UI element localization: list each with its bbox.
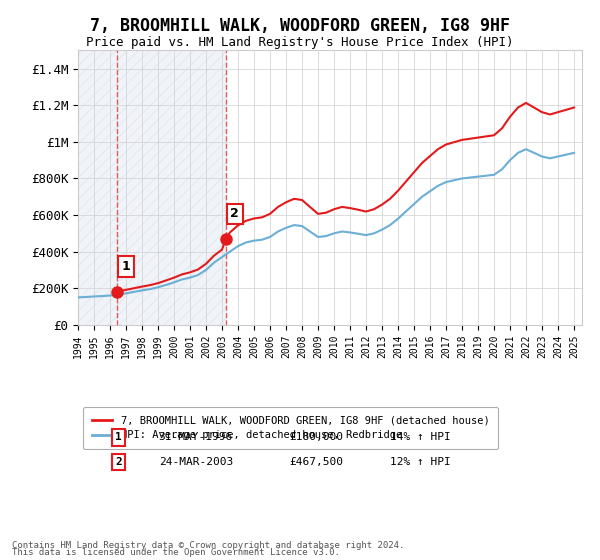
Text: 2: 2: [115, 457, 122, 467]
Text: Contains HM Land Registry data © Crown copyright and database right 2024.: Contains HM Land Registry data © Crown c…: [12, 541, 404, 550]
Text: 31-MAY-1996: 31-MAY-1996: [158, 432, 233, 442]
Text: 7, BROOMHILL WALK, WOODFORD GREEN, IG8 9HF: 7, BROOMHILL WALK, WOODFORD GREEN, IG8 9…: [90, 17, 510, 35]
Text: 1: 1: [115, 432, 122, 442]
Legend: 7, BROOMHILL WALK, WOODFORD GREEN, IG8 9HF (detached house), HPI: Average price,: 7, BROOMHILL WALK, WOODFORD GREEN, IG8 9…: [83, 407, 498, 449]
Text: 14% ↑ HPI: 14% ↑ HPI: [391, 432, 451, 442]
Text: £180,000: £180,000: [290, 432, 344, 442]
Text: 1: 1: [122, 260, 130, 273]
Bar: [117, 50, 226, 325]
Text: £467,500: £467,500: [290, 457, 344, 467]
Text: Price paid vs. HM Land Registry's House Price Index (HPI): Price paid vs. HM Land Registry's House …: [86, 36, 514, 49]
Text: This data is licensed under the Open Government Licence v3.0.: This data is licensed under the Open Gov…: [12, 548, 340, 557]
Bar: [78, 50, 117, 325]
Text: 12% ↑ HPI: 12% ↑ HPI: [391, 457, 451, 467]
Text: 2: 2: [230, 207, 239, 220]
Text: 24-MAR-2003: 24-MAR-2003: [158, 457, 233, 467]
